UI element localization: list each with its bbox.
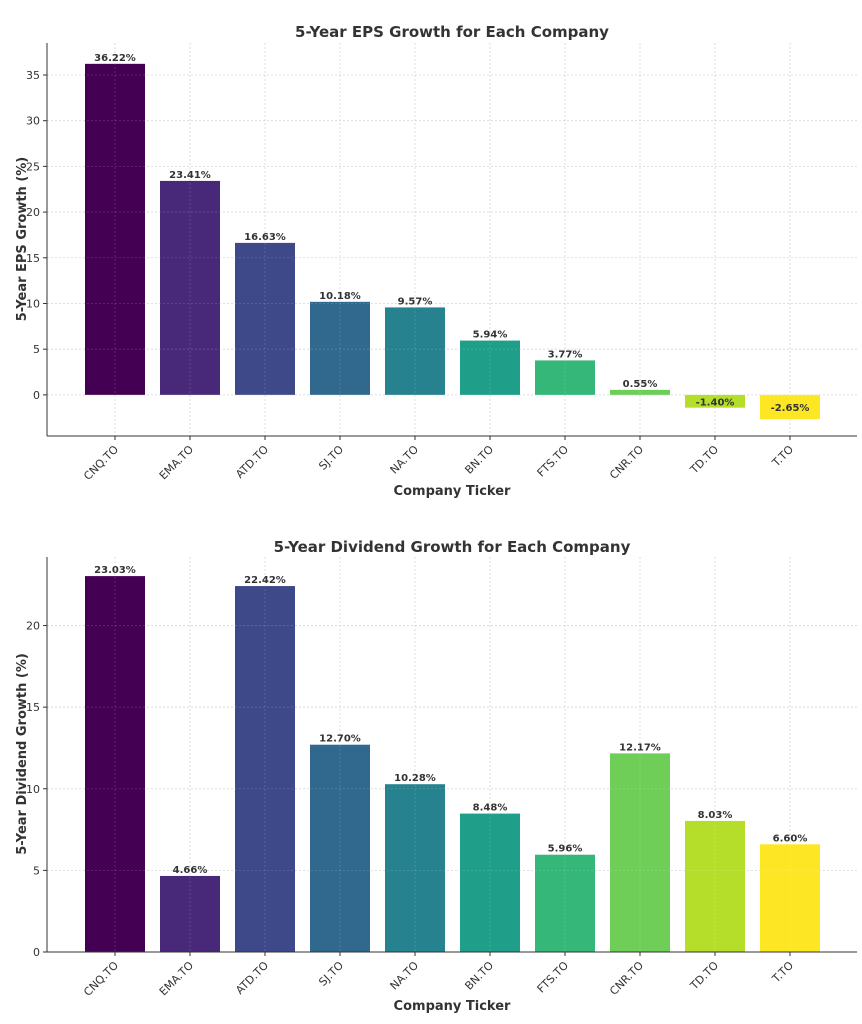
plot-area: 36.22% 23.41% 16.63% 10.18% 9.57% 5.94% 3.77% 0… <box>26 43 857 483</box>
bar <box>160 875 220 952</box>
bar <box>610 753 670 952</box>
y-tick-label: 15 <box>26 701 40 714</box>
bar <box>460 813 520 952</box>
data-label: 22.42% <box>244 575 286 586</box>
x-tick-label: TD.TO <box>687 443 721 477</box>
data-label: 10.18% <box>319 291 361 302</box>
x-tick-label: EMA.TO <box>157 443 197 483</box>
y-tick-label: 15 <box>26 252 40 265</box>
y-tick-label: 0 <box>33 389 40 402</box>
chart-title: 5-Year EPS Growth for Each Company <box>295 23 609 41</box>
x-tick-label: T.TO <box>769 959 796 986</box>
data-label: 3.77% <box>548 349 583 360</box>
bar <box>85 576 145 952</box>
y-tick-label: 10 <box>26 783 40 796</box>
bar <box>385 784 445 952</box>
x-tick-label: FTS.TO <box>535 959 572 996</box>
data-label: 4.66% <box>173 865 208 876</box>
y-axis-label: 5-Year EPS Growth (%) <box>15 157 30 322</box>
bar <box>85 63 145 395</box>
x-axis-label: Company Ticker <box>394 999 511 1014</box>
bar <box>535 854 595 952</box>
data-label: -2.65% <box>771 403 810 414</box>
x-tick-label: BN.TO <box>462 959 496 993</box>
data-label: 23.03% <box>94 565 136 576</box>
data-label: 5.94% <box>473 330 508 341</box>
y-tick-label: 20 <box>26 206 40 219</box>
y-tick-label: 10 <box>26 297 40 310</box>
y-axis-label: 5-Year Dividend Growth (%) <box>15 653 30 855</box>
data-label: 6.60% <box>773 833 808 844</box>
y-tick-label: 30 <box>26 115 40 128</box>
eps-growth-chart: 5-Year EPS Growth for Each Company 5-Yea… <box>15 23 857 499</box>
x-tick-label: NA.TO <box>388 959 422 993</box>
bar <box>160 180 220 395</box>
bar <box>760 844 820 952</box>
bar <box>235 242 295 395</box>
bar <box>610 389 670 395</box>
y-tick-label: 5 <box>33 343 40 356</box>
x-tick-label: FTS.TO <box>535 443 572 480</box>
y-tick-label: 35 <box>26 69 40 82</box>
x-tick-label: EMA.TO <box>157 959 197 999</box>
y-tick-label: 0 <box>33 946 40 959</box>
bar <box>685 394 745 408</box>
bar <box>460 340 520 395</box>
x-tick-label: ATD.TO <box>233 443 271 481</box>
bar <box>760 394 820 420</box>
data-label: 36.22% <box>94 53 136 64</box>
data-label: 0.55% <box>623 379 658 390</box>
data-label: 12.17% <box>619 742 661 753</box>
data-label: -1.40% <box>696 397 735 408</box>
x-tick-label: SJ.TO <box>316 443 346 473</box>
x-tick-label: T.TO <box>769 443 796 470</box>
data-label: 9.57% <box>398 296 433 307</box>
x-tick-label: CNQ.TO <box>81 959 121 999</box>
plot-area: 23.03% 4.66% 22.42% 12.70% 10.28% 8.48% 5.96% 1… <box>26 557 857 999</box>
x-tick-label: TD.TO <box>687 959 721 993</box>
x-tick-label: CNR.TO <box>607 443 646 482</box>
data-label: 16.63% <box>244 232 286 243</box>
bar <box>385 307 445 395</box>
data-label: 8.48% <box>473 803 508 814</box>
x-tick-label: CNQ.TO <box>81 443 121 483</box>
chart-title: 5-Year Dividend Growth for Each Company <box>274 538 631 556</box>
data-label: 5.96% <box>548 844 583 855</box>
y-tick-label: 5 <box>33 864 40 877</box>
data-label: 8.03% <box>698 810 733 821</box>
x-axis-label: Company Ticker <box>394 484 511 499</box>
x-tick-label: ATD.TO <box>233 959 271 997</box>
bar <box>310 301 370 395</box>
y-tick-label: 20 <box>26 620 40 633</box>
x-tick-label: CNR.TO <box>607 959 646 998</box>
x-tick-label: BN.TO <box>462 443 496 477</box>
data-label: 12.70% <box>319 734 361 745</box>
bar <box>235 586 295 952</box>
y-tick-label: 25 <box>26 160 40 173</box>
bar <box>685 820 745 952</box>
x-tick-label: SJ.TO <box>316 959 346 989</box>
data-label: 23.41% <box>169 170 211 181</box>
data-label: 10.28% <box>394 773 436 784</box>
bar <box>535 360 595 395</box>
x-tick-label: NA.TO <box>388 443 422 477</box>
dividend-growth-chart: 5-Year Dividend Growth for Each Company … <box>15 538 857 1014</box>
bar <box>310 744 370 952</box>
